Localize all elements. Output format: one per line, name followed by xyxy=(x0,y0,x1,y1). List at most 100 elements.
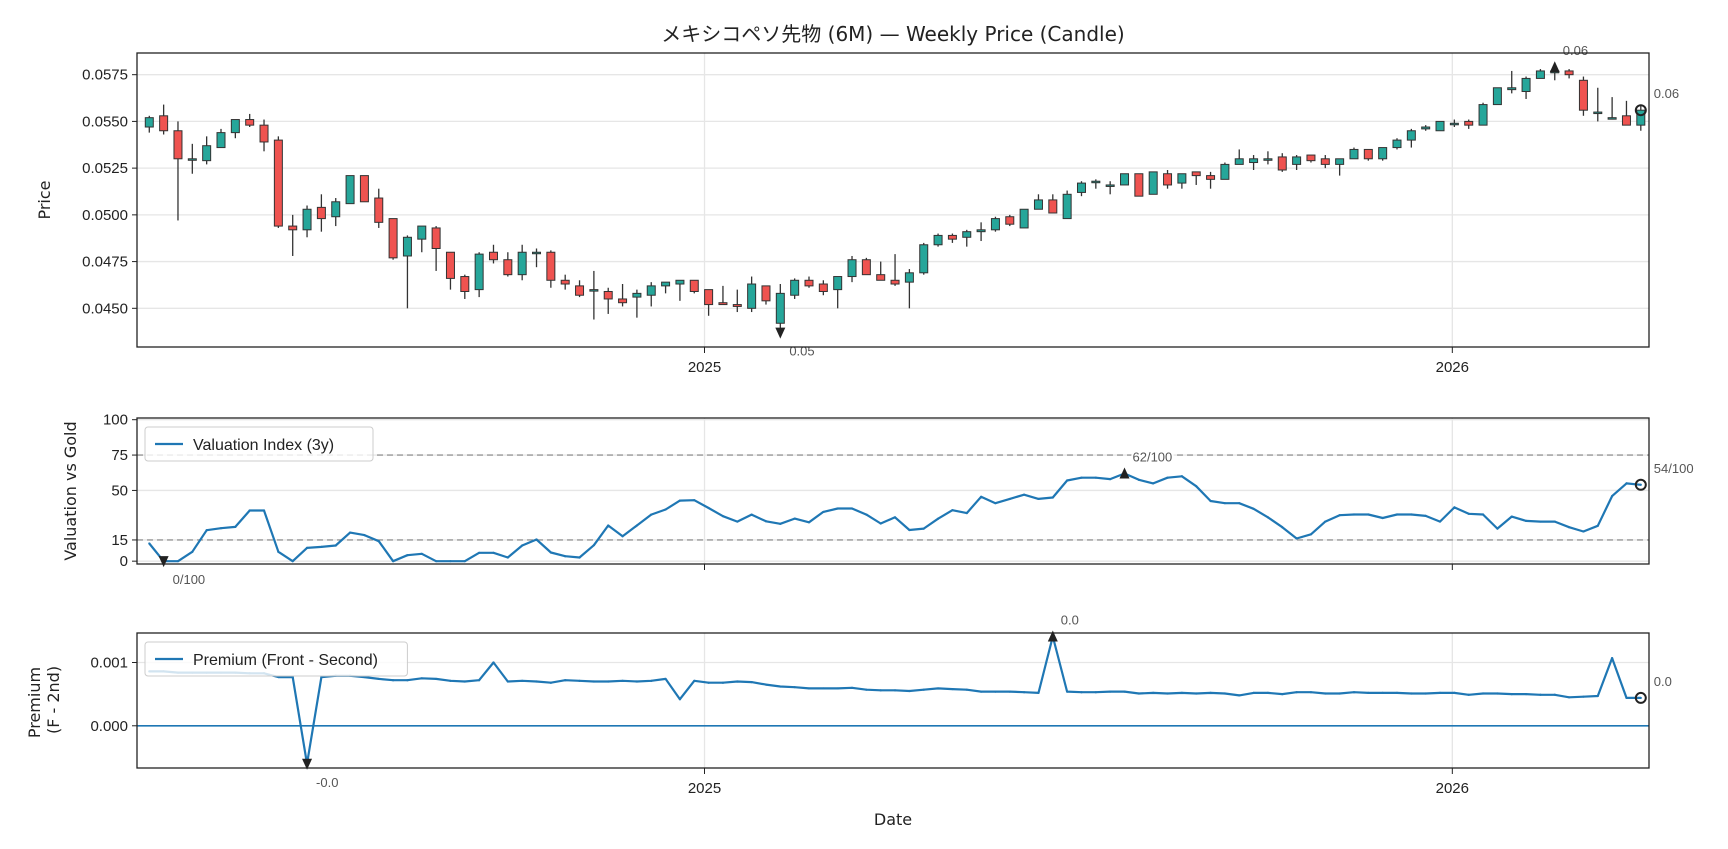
data-point xyxy=(1352,513,1356,516)
data-point xyxy=(965,511,968,515)
data-point xyxy=(951,687,954,691)
data-point xyxy=(1209,691,1212,694)
data-point xyxy=(1094,691,1097,694)
candle-body-up xyxy=(1249,158,1259,164)
data-point xyxy=(1008,690,1011,693)
data-point xyxy=(1152,691,1155,694)
data-point xyxy=(1037,691,1040,694)
candle-body-up xyxy=(216,132,226,149)
data-point xyxy=(764,683,768,686)
candle xyxy=(1335,158,1345,176)
data-point xyxy=(435,677,438,681)
candle xyxy=(288,214,298,256)
data-point xyxy=(922,688,925,691)
candle-body-down xyxy=(732,304,742,307)
max-marker-icon xyxy=(1549,61,1560,73)
candle-body-up xyxy=(1392,139,1402,149)
data-point xyxy=(764,520,768,523)
candle xyxy=(1048,194,1058,214)
max-marker-icon xyxy=(1119,467,1130,479)
data-point xyxy=(965,688,968,691)
y-tick-label: 0.0525 xyxy=(82,160,128,177)
candle-body-up xyxy=(1378,147,1388,160)
data-point xyxy=(549,551,552,554)
data-point xyxy=(535,538,538,541)
candle-body-down xyxy=(1005,216,1015,225)
last-value-annotation: 0.0 xyxy=(1654,674,1672,689)
data-point xyxy=(1324,520,1327,523)
data-point xyxy=(1639,483,1642,486)
axes-frame xyxy=(136,417,1650,565)
min-marker-icon xyxy=(775,327,786,339)
data-point xyxy=(1410,513,1413,516)
data-point xyxy=(793,517,796,520)
candle xyxy=(1492,87,1502,106)
data-point xyxy=(521,544,524,547)
data-point xyxy=(607,524,610,527)
candle-body-up xyxy=(1593,111,1603,115)
candle xyxy=(259,119,269,152)
candle xyxy=(1535,69,1545,79)
data-point xyxy=(979,690,983,693)
candle xyxy=(675,279,685,301)
candle xyxy=(1206,171,1216,189)
candle xyxy=(1306,154,1316,163)
candle xyxy=(1148,171,1158,195)
candle-body-up xyxy=(1220,163,1230,180)
data-point xyxy=(506,680,509,683)
candle-body-up xyxy=(474,253,484,291)
data-point xyxy=(320,675,323,679)
data-point xyxy=(1324,692,1327,695)
candle-body-down xyxy=(1363,148,1373,160)
data-point xyxy=(535,680,538,683)
candle-body-up xyxy=(1076,182,1086,193)
candle xyxy=(646,282,656,307)
candle-body-down xyxy=(488,251,498,261)
data-point xyxy=(707,681,710,684)
candle-body-up xyxy=(933,234,943,246)
data-point xyxy=(1266,691,1270,694)
candle xyxy=(488,244,498,264)
candle-body-down xyxy=(718,302,728,306)
data-point xyxy=(1453,691,1456,694)
data-point xyxy=(1266,516,1270,519)
candle xyxy=(1607,97,1617,120)
data-point xyxy=(1338,514,1341,517)
y-tick-label: 0.001 xyxy=(90,654,128,671)
data-point xyxy=(850,686,854,689)
data-point xyxy=(1180,475,1183,478)
candle-body-up xyxy=(747,283,757,309)
candle xyxy=(1507,70,1517,94)
data-point xyxy=(1166,476,1169,479)
candle xyxy=(1005,214,1015,227)
candle xyxy=(546,250,556,288)
data-point xyxy=(951,509,954,512)
data-point xyxy=(564,555,567,558)
data-point xyxy=(1367,513,1370,516)
data-point xyxy=(1094,476,1097,479)
legend: Premium (Front - Second) xyxy=(144,641,408,677)
candle-body-down xyxy=(1578,79,1588,111)
candle xyxy=(517,244,527,281)
candle-body-up xyxy=(1062,193,1072,220)
data-point xyxy=(1152,482,1155,485)
data-point xyxy=(1080,691,1083,694)
data-point xyxy=(621,679,624,682)
candle-body-up xyxy=(1120,173,1130,186)
data-point xyxy=(1023,493,1026,496)
candle-body-up xyxy=(1033,199,1043,210)
candle-body-up xyxy=(919,244,929,274)
candle-body-up xyxy=(331,201,341,218)
candle-body-down xyxy=(1163,173,1173,186)
candle xyxy=(1406,128,1416,148)
panel-price: 0.0450 0.0475 0.0500 0.0525 0.0550 0.0575 2025… xyxy=(82,41,1681,376)
data-point xyxy=(1410,692,1413,695)
data-point xyxy=(1625,696,1628,700)
candle xyxy=(1464,119,1474,129)
max-annotation: 0.06 xyxy=(1563,43,1588,58)
data-point xyxy=(721,681,725,684)
candle-body-down xyxy=(273,139,283,227)
candle xyxy=(302,205,312,238)
data-point xyxy=(908,528,911,532)
data-point xyxy=(607,680,610,683)
